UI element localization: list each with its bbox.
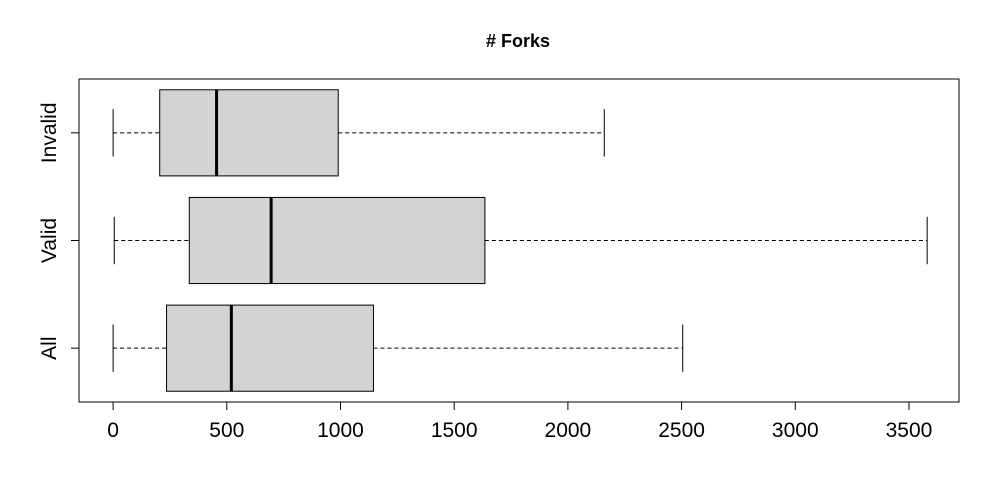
x-tick-label: 2000 — [545, 419, 592, 442]
box-invalid — [112, 89, 605, 177]
box-valid — [113, 196, 928, 285]
box-all — [112, 304, 684, 392]
iqr-box — [166, 304, 374, 392]
y-axis: All Valid Invalid — [38, 102, 80, 360]
x-tick-label: 3000 — [772, 419, 819, 442]
iqr-box — [159, 89, 339, 177]
x-tick-label: 1500 — [431, 419, 478, 442]
x-tick-label: 1000 — [317, 419, 364, 442]
x-tick-label: 500 — [209, 419, 244, 442]
x-axis: 0 500 1000 1500 2000 2500 3000 3500 — [107, 401, 933, 442]
x-tick-label: 0 — [107, 419, 119, 442]
box-group — [112, 89, 928, 392]
y-tick-label-all: All — [38, 336, 61, 359]
iqr-box — [188, 196, 486, 285]
x-tick-label: 2500 — [658, 419, 705, 442]
chart-title: # Forks — [486, 31, 550, 51]
y-tick-label-invalid: Invalid — [38, 102, 61, 163]
y-tick-label-valid: Valid — [38, 218, 61, 263]
x-tick-label: 3500 — [886, 419, 933, 442]
